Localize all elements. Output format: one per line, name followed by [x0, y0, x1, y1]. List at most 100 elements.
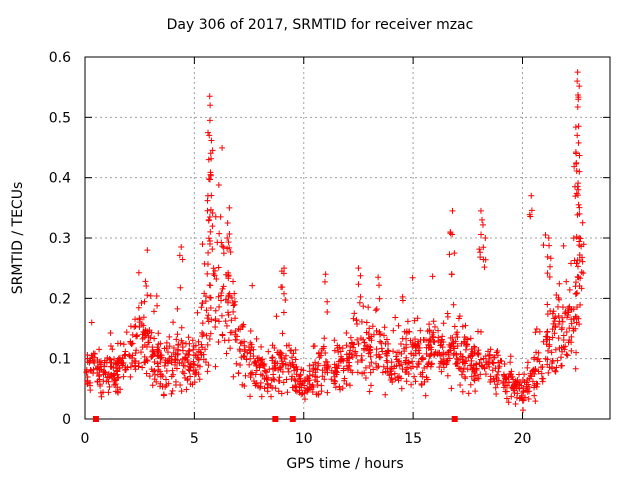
data-point — [564, 352, 571, 359]
data-point — [531, 354, 538, 361]
data-point — [429, 334, 436, 341]
data-point — [500, 384, 507, 391]
data-point — [120, 373, 127, 380]
data-point — [185, 334, 192, 341]
data-point — [378, 340, 385, 347]
data-point — [511, 390, 518, 397]
data-point — [482, 235, 489, 241]
data-point — [321, 335, 328, 342]
data-point — [105, 389, 112, 396]
data-point — [296, 389, 303, 396]
data-point — [493, 391, 500, 398]
data-point — [575, 94, 582, 101]
data-point — [293, 383, 300, 390]
data-point — [270, 376, 277, 383]
data-point — [297, 375, 304, 382]
data-point — [175, 342, 182, 349]
data-point — [574, 132, 581, 139]
data-point — [100, 378, 107, 385]
data-point — [504, 382, 511, 389]
data-point — [101, 359, 108, 366]
data-point — [459, 368, 466, 375]
data-point — [429, 273, 436, 280]
data-point — [453, 331, 460, 338]
data-point — [457, 350, 464, 357]
baseline-marker — [92, 416, 99, 422]
data-point — [463, 336, 470, 343]
data-point — [271, 362, 278, 369]
data-point — [232, 315, 239, 322]
data-point — [107, 329, 114, 336]
data-point — [266, 366, 273, 373]
data-point — [451, 250, 458, 257]
data-point — [486, 358, 493, 365]
data-point — [149, 382, 156, 389]
data-point — [144, 292, 151, 299]
data-point — [394, 374, 401, 381]
data-point — [361, 347, 368, 354]
data-point — [355, 281, 362, 288]
data-point — [224, 235, 231, 241]
data-point — [143, 282, 150, 289]
data-point — [477, 371, 484, 378]
data-point — [373, 327, 380, 334]
data-point — [435, 349, 442, 356]
data-point — [535, 349, 542, 356]
data-point — [411, 317, 418, 324]
data-point — [331, 373, 338, 380]
data-point — [315, 390, 322, 397]
data-point — [107, 343, 114, 350]
data-point — [220, 250, 227, 257]
data-point — [545, 369, 552, 376]
data-point — [264, 388, 271, 395]
data-point — [163, 339, 170, 346]
data-point — [293, 371, 300, 378]
data-point — [133, 332, 140, 339]
data-point — [283, 376, 290, 383]
data-point — [129, 340, 136, 347]
data-point — [249, 282, 256, 289]
data-point — [360, 303, 367, 310]
data-point — [545, 347, 552, 354]
data-point — [415, 360, 422, 367]
data-point — [418, 381, 425, 388]
data-point — [424, 328, 431, 335]
data-point — [573, 167, 580, 174]
data-point — [469, 366, 476, 373]
data-point — [83, 368, 90, 375]
data-point — [383, 357, 390, 364]
y-tick-label: 0.5 — [49, 110, 71, 126]
data-point — [189, 337, 196, 344]
data-point — [218, 289, 225, 296]
data-point — [136, 319, 143, 326]
data-point — [199, 320, 206, 327]
data-point — [218, 312, 225, 319]
data-point — [126, 352, 133, 359]
data-point — [207, 294, 214, 301]
data-point — [281, 265, 288, 272]
data-point — [576, 242, 583, 249]
data-point — [282, 352, 289, 359]
data-point — [262, 368, 269, 375]
data-point — [140, 314, 147, 321]
data-point — [453, 351, 460, 358]
x-axis-label: GPS time / hours — [286, 456, 404, 472]
data-point — [373, 364, 380, 371]
data-point — [490, 360, 497, 367]
baseline-marker — [451, 416, 458, 422]
data-point — [467, 381, 474, 388]
data-point — [500, 371, 507, 378]
data-point — [223, 322, 230, 329]
data-point — [365, 330, 372, 337]
data-point — [477, 249, 484, 256]
data-point — [336, 344, 343, 351]
data-point — [399, 335, 406, 342]
data-point — [227, 329, 234, 336]
data-point — [220, 244, 227, 251]
data-point — [532, 329, 539, 336]
data-point — [205, 129, 212, 136]
data-point — [161, 362, 168, 369]
data-point — [161, 345, 168, 352]
data-point — [323, 366, 330, 373]
data-point — [203, 332, 210, 339]
